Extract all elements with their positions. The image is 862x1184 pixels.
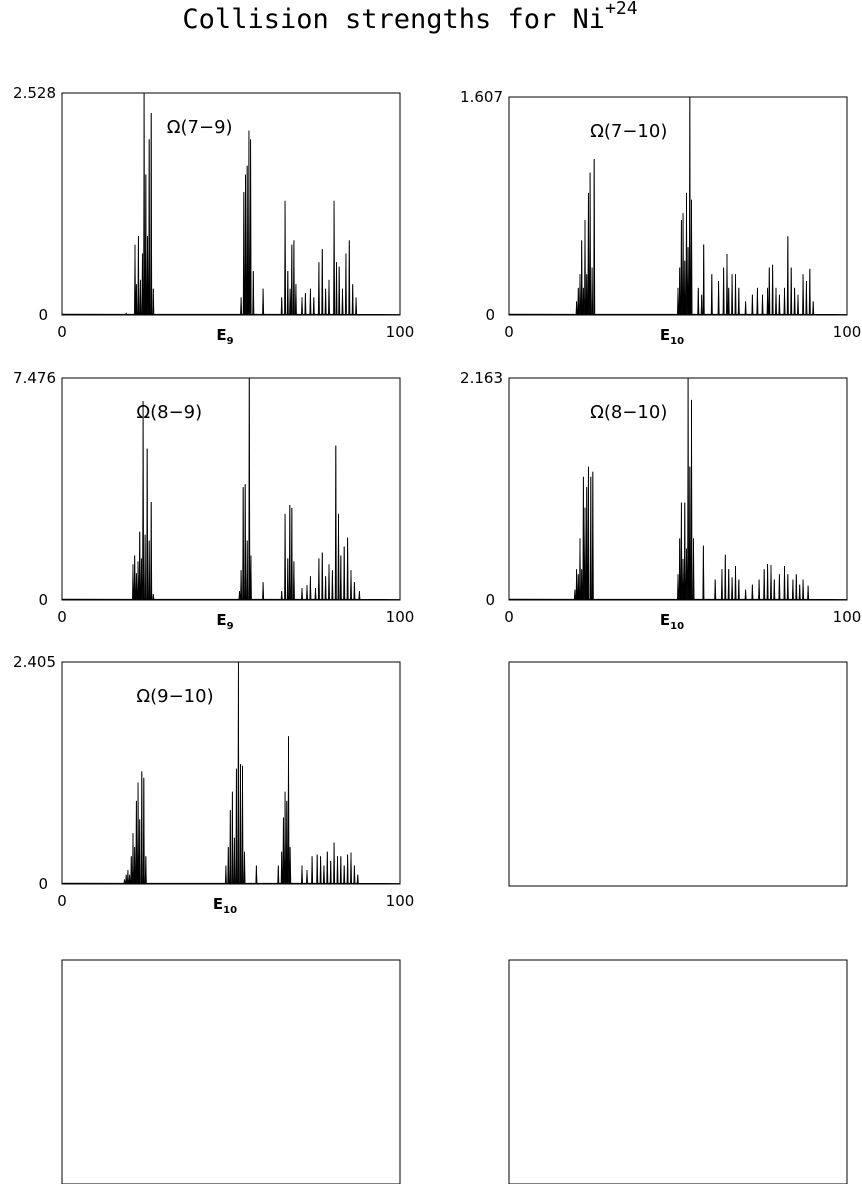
y-tick-label-max: 1.607 (460, 88, 503, 106)
plot-panel-6 (508, 661, 848, 887)
plot-panel-3: 7.476 00 100 E9 Ω(8−9) (13, 369, 414, 632)
plot-panel-7 (61, 959, 401, 1184)
plot-frame (508, 377, 848, 601)
plot-panel-1: 2.528 00 100 E9 Ω(7−9) (13, 84, 414, 347)
x-tick-label-min: 0 (57, 608, 67, 626)
y-tick-label-max: 2.405 (13, 653, 56, 671)
y-tick-label-zero: 0 (38, 591, 48, 609)
plot-frame (61, 661, 401, 885)
transition-label: Ω(7−9) (167, 117, 233, 138)
x-tick-label-max: 100 (386, 323, 415, 341)
transition-label: Ω(8−9) (136, 402, 202, 423)
plot-frame (508, 959, 848, 1184)
plot-panel-2: 1.607 00 100 E10 Ω(7−10) (460, 88, 861, 347)
plot-panel-4: 2.163 00 100 E10 Ω(8−10) (460, 369, 861, 632)
x-tick-label-min: 0 (57, 892, 67, 910)
collision-strength-series-line (508, 96, 848, 315)
x-tick-label-min: 0 (57, 323, 67, 341)
plot-frame (61, 377, 401, 601)
y-tick-label-zero: 0 (485, 591, 495, 609)
x-axis-label: E10 (660, 326, 684, 347)
figure-title-superscript: +24 (605, 0, 638, 19)
x-tick-label-max: 100 (386, 608, 415, 626)
y-tick-label-zero: 0 (38, 875, 48, 893)
y-tick-label-max: 2.528 (13, 84, 56, 102)
x-tick-label-max: 100 (386, 892, 415, 910)
plot-frame (61, 959, 401, 1184)
collision-strength-series-line (61, 377, 401, 600)
collision-strength-series-line (508, 377, 848, 600)
collision-strength-series-line (61, 92, 401, 315)
x-tick-label-max: 100 (833, 608, 862, 626)
x-tick-label-min: 0 (504, 323, 514, 341)
x-axis-label: E10 (660, 611, 684, 632)
plot-frame (508, 96, 848, 316)
y-tick-label-max: 7.476 (13, 369, 56, 387)
y-tick-label-zero: 0 (485, 306, 495, 324)
transition-label: Ω(7−10) (590, 121, 667, 142)
x-tick-label-min: 0 (504, 608, 514, 626)
figure-title-main: Collision strengths for Ni (182, 4, 606, 35)
transition-label: Ω(8−10) (590, 402, 667, 423)
x-axis-label: E10 (213, 895, 237, 916)
plot-panel-8 (508, 959, 848, 1184)
x-tick-label-max: 100 (833, 323, 862, 341)
y-tick-label-zero: 0 (38, 306, 48, 324)
collision-strength-series-line (61, 661, 401, 884)
plot-panel-5: 2.405 00 100 E10 Ω(9−10) (13, 653, 414, 916)
figure-title: Collision strengths for Ni+24 (0, 0, 820, 35)
x-axis-label: E9 (216, 611, 233, 632)
plot-frame (61, 92, 401, 316)
y-tick-label-max: 2.163 (460, 369, 503, 387)
plot-frame (508, 661, 848, 887)
transition-label: Ω(9−10) (136, 686, 213, 707)
x-axis-label: E9 (216, 326, 233, 347)
